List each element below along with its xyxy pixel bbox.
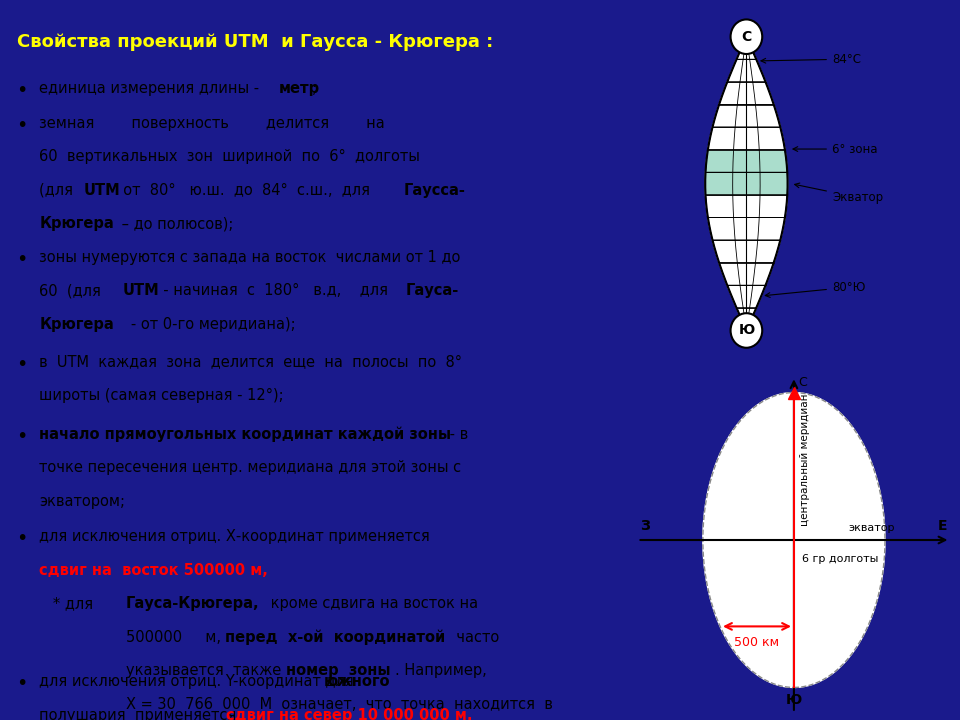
Text: 6° зона: 6° зона xyxy=(793,143,877,156)
Polygon shape xyxy=(743,308,750,330)
Polygon shape xyxy=(735,104,757,127)
Polygon shape xyxy=(706,150,787,172)
Text: 500 км: 500 км xyxy=(734,636,780,649)
Text: земная        поверхность        делится        на: земная поверхность делится на xyxy=(39,116,385,131)
Text: •: • xyxy=(16,426,28,446)
Text: Свойства проекций UTM  и Гаусса - Крюгера :: Свойства проекций UTM и Гаусса - Крюгера… xyxy=(17,32,493,50)
Text: указывается  также: указывается также xyxy=(126,663,290,678)
Text: часто: часто xyxy=(446,630,499,645)
Text: широты (самая северная - 12°);: широты (самая северная - 12°); xyxy=(39,388,284,403)
Text: 84°С: 84°С xyxy=(761,53,861,66)
Text: – до полюсов);: – до полюсов); xyxy=(117,216,233,231)
Polygon shape xyxy=(712,104,780,127)
Polygon shape xyxy=(728,285,765,308)
Text: метр: метр xyxy=(278,81,320,96)
Text: Гауса-: Гауса- xyxy=(405,284,459,298)
Polygon shape xyxy=(728,59,765,82)
Circle shape xyxy=(731,313,762,348)
Text: •: • xyxy=(16,675,28,693)
Text: сдвиг на север 10 000 000 м.: сдвиг на север 10 000 000 м. xyxy=(227,708,472,720)
Polygon shape xyxy=(732,195,760,217)
Text: для исключения отриц. Х-координат применяется: для исключения отриц. Х-координат примен… xyxy=(39,529,430,544)
Polygon shape xyxy=(712,240,780,263)
Text: С: С xyxy=(741,30,752,44)
Text: 60  (для: 60 (для xyxy=(39,284,110,298)
Text: экватором;: экватором; xyxy=(39,494,126,508)
Polygon shape xyxy=(740,285,753,308)
Text: зоны нумеруются с запада на восток  числами от 1 до: зоны нумеруются с запада на восток числа… xyxy=(39,250,461,265)
Text: UTM: UTM xyxy=(122,284,159,298)
Text: . Например,: . Например, xyxy=(395,663,487,678)
Text: для исключения отриц. Y-координат для: для исключения отриц. Y-координат для xyxy=(39,675,359,690)
Text: номер  зоны: номер зоны xyxy=(286,663,391,678)
Polygon shape xyxy=(706,195,787,217)
Circle shape xyxy=(731,19,762,54)
Text: 6 гр долготы: 6 гр долготы xyxy=(802,554,878,564)
Text: от  80°   ю.ш.  до  84°  с.ш.,  для: от 80° ю.ш. до 84° с.ш., для xyxy=(113,183,379,198)
Text: Ю: Ю xyxy=(786,693,802,707)
Text: * для: * для xyxy=(39,596,103,611)
Text: центральный меридиан: центральный меридиан xyxy=(800,393,810,526)
Polygon shape xyxy=(736,308,756,330)
Polygon shape xyxy=(740,59,753,82)
Text: 60  вертикальных  зон  шириной  по  6°  долготы: 60 вертикальных зон шириной по 6° долгот… xyxy=(39,149,420,164)
Text: южного: южного xyxy=(324,675,390,690)
Text: Е: Е xyxy=(938,519,948,533)
Polygon shape xyxy=(732,150,760,172)
Polygon shape xyxy=(735,240,757,263)
Text: (для: (для xyxy=(39,183,83,198)
Polygon shape xyxy=(733,217,759,240)
Text: •: • xyxy=(16,81,28,100)
Polygon shape xyxy=(719,82,774,104)
Text: •: • xyxy=(16,250,28,269)
Polygon shape xyxy=(732,172,760,195)
Polygon shape xyxy=(737,82,756,104)
Polygon shape xyxy=(703,392,885,688)
Text: полушария  применяется: полушария применяется xyxy=(39,708,246,720)
Text: Крюгера: Крюгера xyxy=(39,317,114,332)
Text: 500000     м,: 500000 м, xyxy=(126,630,229,645)
Text: - начиная  с  180°   в.д,    для: - начиная с 180° в.д, для xyxy=(154,284,397,298)
Text: сдвиг на  восток 500000 м,: сдвиг на восток 500000 м, xyxy=(39,563,268,577)
Text: Х = 30  766  000  М  означает,  что  точка  находится  в: Х = 30 766 000 М означает, что точка нах… xyxy=(126,697,552,712)
Polygon shape xyxy=(737,263,756,285)
Text: 80°Ю: 80°Ю xyxy=(765,281,865,297)
Text: Гауса-Крюгера,: Гауса-Крюгера, xyxy=(126,596,259,611)
Text: С: С xyxy=(798,377,806,390)
Text: UTM: UTM xyxy=(84,183,120,198)
Text: •: • xyxy=(16,529,28,548)
Text: Ю: Ю xyxy=(738,323,755,338)
Text: перед  х-ой  координатой: перед х-ой координатой xyxy=(225,630,445,645)
Text: точке пересечения центр. меридиана для этой зоны с: точке пересечения центр. меридиана для э… xyxy=(39,460,462,475)
Polygon shape xyxy=(719,263,774,285)
Polygon shape xyxy=(733,127,759,150)
Text: Экватор: Экватор xyxy=(795,183,883,204)
Text: начало прямоугольных координат каждой зоны: начало прямоугольных координат каждой зо… xyxy=(39,426,451,442)
Text: экватор: экватор xyxy=(849,523,895,533)
Text: в  UTM  каждая  зона  делится  еще  на  полосы  по  8°: в UTM каждая зона делится еще на полосы … xyxy=(39,355,463,369)
Polygon shape xyxy=(708,217,785,240)
Text: Крюгера: Крюгера xyxy=(39,216,114,231)
Polygon shape xyxy=(708,127,785,150)
Text: - в: - в xyxy=(445,426,468,441)
Text: З: З xyxy=(640,519,650,533)
Polygon shape xyxy=(743,37,750,59)
FancyBboxPatch shape xyxy=(5,18,634,63)
Text: - от 0-го меридиана);: - от 0-го меридиана); xyxy=(117,317,296,332)
Text: единица измерения длины -: единица измерения длины - xyxy=(39,81,264,96)
Text: •: • xyxy=(16,116,28,135)
Polygon shape xyxy=(736,37,756,59)
Text: ;: ; xyxy=(312,81,317,96)
Polygon shape xyxy=(706,172,787,195)
Text: Гаусса-: Гаусса- xyxy=(404,183,466,198)
Text: •: • xyxy=(16,355,28,374)
Text: кроме сдвига на восток на: кроме сдвига на восток на xyxy=(266,596,478,611)
